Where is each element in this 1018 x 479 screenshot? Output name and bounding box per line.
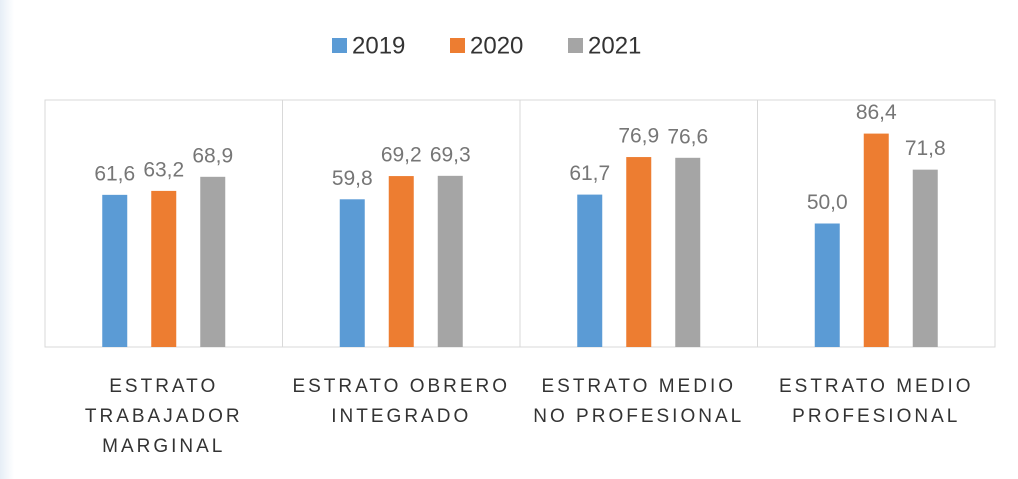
legend-swatch xyxy=(568,38,583,53)
bar xyxy=(675,157,701,347)
data-label: 69,2 xyxy=(381,144,422,167)
legend-swatch xyxy=(450,38,465,53)
bar xyxy=(577,194,603,347)
data-label: 59,8 xyxy=(332,167,373,190)
x-tick-label: ESTRATO MEDIO NO PROFESIONAL xyxy=(533,376,745,427)
x-tick-label: ESTRATO OBRERO INTEGRADO xyxy=(292,376,511,427)
data-label: 61,6 xyxy=(94,162,135,185)
bar xyxy=(339,199,365,347)
data-label: 71,8 xyxy=(905,137,946,160)
legend-label: 2020 xyxy=(470,32,523,59)
legend-label: 2019 xyxy=(352,32,405,59)
legend-swatch xyxy=(332,38,347,53)
bar xyxy=(151,190,177,347)
bar xyxy=(626,157,652,347)
data-label: 50,0 xyxy=(807,191,848,214)
data-label: 69,3 xyxy=(430,143,471,166)
data-label: 76,9 xyxy=(618,125,659,148)
bar xyxy=(863,133,889,347)
x-tick-label: ESTRATO TRABAJADOR MARGINAL xyxy=(84,376,243,457)
legend-label: 2021 xyxy=(588,32,641,59)
bar xyxy=(437,175,463,347)
data-label: 86,4 xyxy=(856,101,897,124)
bar xyxy=(814,223,840,347)
bar xyxy=(102,194,128,347)
x-tick-label: ESTRATO MEDIO PROFESIONAL xyxy=(778,376,974,427)
data-label: 61,7 xyxy=(569,162,610,185)
data-label: 63,2 xyxy=(143,158,184,181)
data-label: 68,9 xyxy=(192,144,233,167)
bar xyxy=(200,176,226,347)
bar xyxy=(912,169,938,347)
data-label: 76,6 xyxy=(667,125,708,148)
bar xyxy=(388,176,414,347)
